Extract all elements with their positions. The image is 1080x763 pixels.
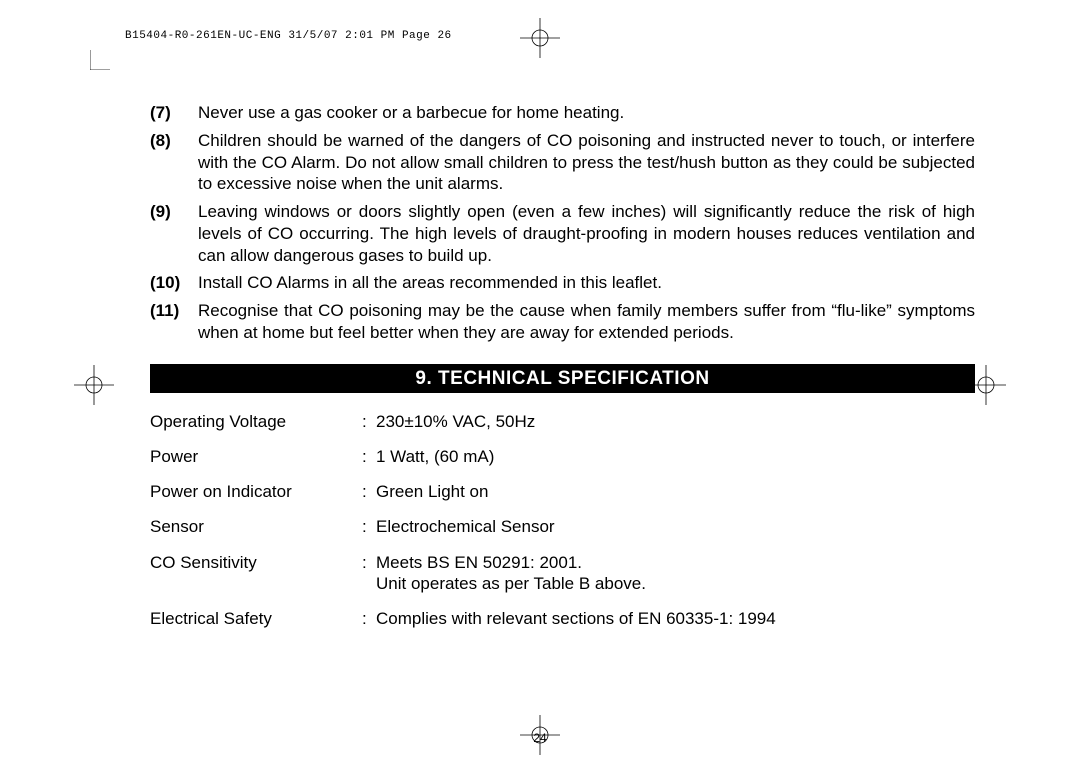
spec-value: Electrochemical Sensor <box>376 516 975 537</box>
section-title: 9. TECHNICAL SPECIFICATION <box>150 364 975 393</box>
spec-value: 1 Watt, (60 mA) <box>376 446 975 467</box>
spec-value: Complies with relevant sections of EN 60… <box>376 608 975 629</box>
spec-label: Power on Indicator <box>150 481 362 502</box>
list-item: (9) Leaving windows or doors slightly op… <box>150 201 975 266</box>
spec-colon: : <box>362 608 376 629</box>
page-content: B15404-R0-261EN-UC-ENG 31/5/07 2:01 PM P… <box>105 30 975 643</box>
print-header: B15404-R0-261EN-UC-ENG 31/5/07 2:01 PM P… <box>125 30 975 42</box>
spec-row: Sensor : Electrochemical Sensor <box>150 516 975 537</box>
list-item: (11) Recognise that CO poisoning may be … <box>150 300 975 344</box>
spec-row: Electrical Safety : Complies with releva… <box>150 608 975 629</box>
spec-row: Operating Voltage : 230±10% VAC, 50Hz <box>150 411 975 432</box>
list-text: Children should be warned of the dangers… <box>198 130 975 195</box>
spec-label: Sensor <box>150 516 362 537</box>
warning-list: (7) Never use a gas cooker or a barbecue… <box>150 102 975 344</box>
list-text: Leaving windows or doors slightly open (… <box>198 201 975 266</box>
list-text: Install CO Alarms in all the areas recom… <box>198 272 975 294</box>
spec-colon: : <box>362 411 376 432</box>
list-text: Recognise that CO poisoning may be the c… <box>198 300 975 344</box>
spec-label: CO Sensitivity <box>150 552 362 595</box>
spec-value: Meets BS EN 50291: 2001. Unit operates a… <box>376 552 975 595</box>
spec-row: Power on Indicator : Green Light on <box>150 481 975 502</box>
list-item: (7) Never use a gas cooker or a barbecue… <box>150 102 975 124</box>
spec-label: Electrical Safety <box>150 608 362 629</box>
list-number: (11) <box>150 300 198 344</box>
list-number: (10) <box>150 272 198 294</box>
list-number: (8) <box>150 130 198 195</box>
list-item: (10) Install CO Alarms in all the areas … <box>150 272 975 294</box>
spec-colon: : <box>362 446 376 467</box>
list-number: (7) <box>150 102 198 124</box>
list-text: Never use a gas cooker or a barbecue for… <box>198 102 975 124</box>
spec-label: Power <box>150 446 362 467</box>
spec-colon: : <box>362 552 376 595</box>
page-number: 24 <box>0 731 1080 745</box>
spec-row: Power : 1 Watt, (60 mA) <box>150 446 975 467</box>
list-item: (8) Children should be warned of the dan… <box>150 130 975 195</box>
spec-colon: : <box>362 516 376 537</box>
spec-colon: : <box>362 481 376 502</box>
spec-label: Operating Voltage <box>150 411 362 432</box>
spec-value: 230±10% VAC, 50Hz <box>376 411 975 432</box>
spec-table: Operating Voltage : 230±10% VAC, 50Hz Po… <box>150 411 975 630</box>
spec-row: CO Sensitivity : Meets BS EN 50291: 2001… <box>150 552 975 595</box>
spec-value: Green Light on <box>376 481 975 502</box>
list-number: (9) <box>150 201 198 266</box>
